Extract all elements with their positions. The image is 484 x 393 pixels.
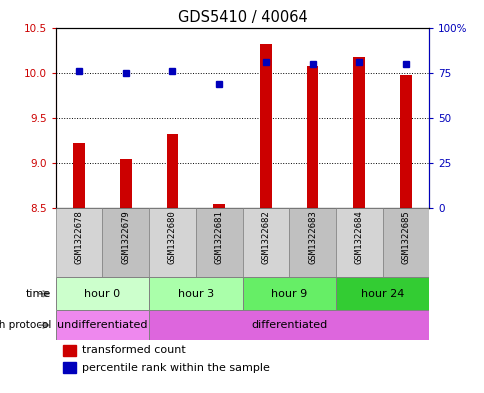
Text: undifferentiated: undifferentiated [57, 320, 148, 330]
Bar [73, 143, 85, 208]
Bar [149, 208, 196, 277]
Bar [102, 208, 149, 277]
Bar [166, 134, 178, 208]
Bar [259, 44, 271, 208]
Bar [382, 208, 428, 277]
Bar [288, 208, 335, 277]
Bar [242, 208, 288, 277]
Text: percentile rank within the sample: percentile rank within the sample [82, 363, 269, 373]
Text: hour 9: hour 9 [271, 289, 307, 299]
Text: GSM1322678: GSM1322678 [75, 210, 83, 264]
Text: transformed count: transformed count [82, 345, 185, 355]
Text: GSM1322684: GSM1322684 [354, 210, 363, 264]
Bar [56, 208, 102, 277]
Bar [213, 204, 225, 208]
Text: hour 3: hour 3 [178, 289, 213, 299]
Bar [63, 362, 76, 373]
Bar [353, 57, 364, 208]
Bar [196, 208, 242, 277]
Text: GSM1322679: GSM1322679 [121, 210, 130, 264]
Bar [242, 277, 335, 310]
Text: GSM1322680: GSM1322680 [167, 210, 177, 264]
Text: differentiated: differentiated [251, 320, 327, 330]
Bar [149, 310, 428, 340]
Text: hour 0: hour 0 [84, 289, 120, 299]
Text: time: time [26, 289, 51, 299]
Bar [56, 277, 149, 310]
Bar [399, 75, 411, 208]
Bar [63, 345, 76, 356]
Text: GSM1322682: GSM1322682 [261, 210, 270, 264]
Bar [335, 208, 382, 277]
Text: growth protocol: growth protocol [0, 320, 51, 330]
Bar [306, 66, 318, 208]
Text: hour 24: hour 24 [360, 289, 403, 299]
Bar [149, 277, 242, 310]
Bar [56, 310, 149, 340]
Text: GSM1322681: GSM1322681 [214, 210, 223, 264]
Text: GDS5410 / 40064: GDS5410 / 40064 [177, 10, 307, 25]
Text: GSM1322683: GSM1322683 [307, 210, 317, 264]
Text: GSM1322685: GSM1322685 [401, 210, 409, 264]
Bar [120, 160, 131, 208]
Bar [335, 277, 428, 310]
